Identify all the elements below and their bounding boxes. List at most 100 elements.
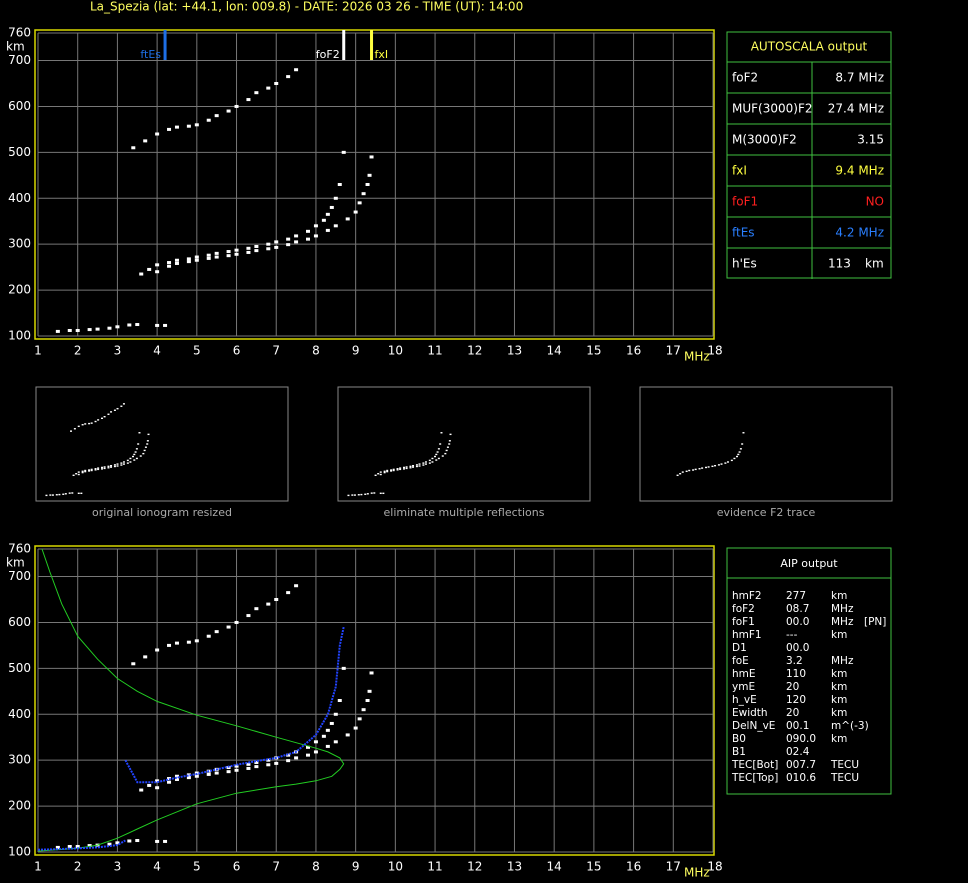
trace-point <box>55 329 60 333</box>
thumbnail-point <box>681 471 684 473</box>
trace-point <box>254 249 259 253</box>
thumbnail-point <box>88 470 91 472</box>
thumbnail-point <box>133 453 136 456</box>
row-label: M(3000)F2 <box>732 133 797 147</box>
x-tick-label: 13 <box>507 860 522 874</box>
trace-point <box>87 844 92 848</box>
thumbnail-point <box>364 493 367 495</box>
y-tick-label: 200 <box>8 799 31 813</box>
x-tick-label: 10 <box>388 344 403 358</box>
thumbnail-point <box>116 465 119 467</box>
y-tick-label: 100 <box>8 845 31 859</box>
thumbnail-point <box>49 494 52 496</box>
plot-frame <box>34 29 715 340</box>
row-label: foF1 <box>732 195 758 209</box>
x-tick-label: 8 <box>312 344 320 358</box>
aip-cell: hmF1 <box>732 629 762 641</box>
trace-point <box>155 839 160 843</box>
trace-point <box>341 150 346 154</box>
trace-point <box>234 252 239 256</box>
trace-point <box>194 774 199 778</box>
y-tick-label: 100 <box>8 329 31 343</box>
trace-point <box>353 210 358 214</box>
thumbnail-point <box>386 470 389 473</box>
thumbnail-point <box>373 492 376 494</box>
thumbnail-point <box>133 459 136 461</box>
trace-point <box>367 689 372 693</box>
thumbnail-point <box>84 469 87 472</box>
aip-cell: foF2 <box>732 603 755 615</box>
thumbnail-point <box>448 443 451 445</box>
trace-point <box>206 256 211 260</box>
aip-cell: DelN_vE <box>732 720 775 732</box>
thumbnail-point <box>422 464 425 466</box>
thumbnail-point <box>441 455 444 457</box>
thumbnail-point <box>94 469 97 471</box>
trace-point <box>266 86 271 90</box>
thumbnail-point <box>366 493 369 495</box>
thumbnail-point <box>379 471 382 473</box>
x-tick-label: 1 <box>34 344 42 358</box>
y-tick-label: 500 <box>8 145 31 159</box>
thumbnail-point <box>51 494 54 496</box>
thumbnail-point <box>424 463 427 465</box>
y-tick-label: 400 <box>8 191 31 205</box>
trace-point <box>87 328 92 332</box>
thumbnail-point <box>146 440 149 442</box>
thumbnail-point <box>445 449 448 452</box>
thumbnail-point <box>360 493 363 496</box>
thumbnail-point <box>129 457 132 460</box>
marker-label: fxI <box>375 48 389 61</box>
thumbnail-point <box>418 465 421 467</box>
thumbnail-point <box>120 405 123 407</box>
thumbnail-point <box>62 493 65 495</box>
trace-point <box>325 228 330 232</box>
thumbnail-point <box>688 469 691 472</box>
trace-point <box>226 770 231 774</box>
thumbnail-point <box>428 462 431 464</box>
x-tick-label: 5 <box>193 860 201 874</box>
thumbnail-point <box>90 468 93 471</box>
thumbnail-point <box>135 448 138 450</box>
trace-point <box>194 639 199 643</box>
trace-point <box>294 584 299 588</box>
thumbnail-point <box>399 467 402 469</box>
thumbnail-point <box>383 470 386 473</box>
trace-point <box>143 655 148 659</box>
thumbnail-point <box>94 468 97 470</box>
trace-point <box>234 620 239 624</box>
trace-point <box>266 763 271 767</box>
thumbnail-point <box>444 452 447 455</box>
aip-cell: D1 <box>732 642 747 654</box>
thumbnail-point <box>139 455 142 457</box>
trace-point <box>139 788 144 792</box>
thumbnail-point <box>143 449 146 452</box>
trace-point <box>313 750 318 754</box>
trace-point <box>254 91 259 95</box>
trace-point <box>214 114 219 118</box>
aip-cell: 110 <box>786 668 806 680</box>
trace-point <box>95 327 100 331</box>
x-tick-label: 11 <box>427 344 442 358</box>
trace-point <box>294 240 299 244</box>
thumbnail-point <box>714 464 717 467</box>
trace-point <box>357 717 362 721</box>
thumbnail-point <box>449 433 452 436</box>
thumbnail-point <box>58 493 61 496</box>
trace-point <box>329 721 334 725</box>
thumbnail-point <box>412 464 415 467</box>
thumbnail-point <box>134 451 137 453</box>
y-tick-label: 600 <box>8 99 31 113</box>
x-tick-label: 14 <box>547 344 562 358</box>
thumbnail-point <box>353 494 356 496</box>
thumbnail-point <box>733 457 736 460</box>
trace-point <box>294 68 299 72</box>
thumbnail-point <box>439 443 442 445</box>
row-label: foF2 <box>732 71 758 85</box>
thumbnail-point <box>742 432 745 434</box>
thumbnail-point <box>692 469 695 471</box>
thumbnail-point <box>724 462 727 464</box>
trace-point <box>254 244 259 248</box>
marker-line <box>370 30 374 60</box>
trace-point <box>266 242 271 246</box>
